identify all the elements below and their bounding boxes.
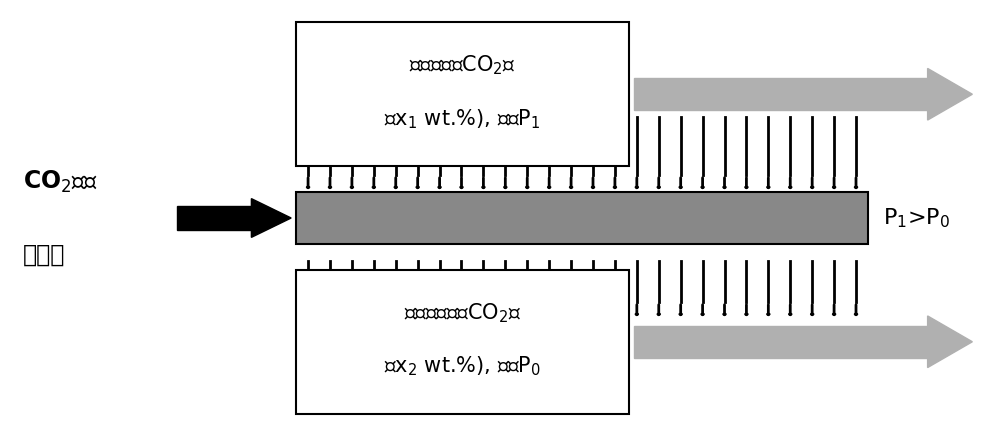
Text: 度x$_1$ wt.%), 压力P$_1$: 度x$_1$ wt.%), 压力P$_1$ — [384, 107, 541, 130]
Bar — [177, 206, 251, 230]
Text: 分离膜: 分离膜 — [23, 242, 65, 266]
Bar — [296, 269, 629, 414]
Polygon shape — [928, 68, 972, 120]
Text: 分离后气体（CO$_2$浓: 分离后气体（CO$_2$浓 — [404, 301, 521, 325]
Text: 原始气体（CO$_2$浓: 原始气体（CO$_2$浓 — [409, 54, 516, 77]
Bar — [634, 78, 928, 110]
Bar — [296, 192, 868, 244]
Polygon shape — [251, 199, 291, 237]
Bar — [296, 22, 629, 167]
Text: P$_1$>P$_0$: P$_1$>P$_0$ — [883, 206, 950, 230]
Text: 度x$_2$ wt.%), 压力P$_0$: 度x$_2$ wt.%), 压力P$_0$ — [384, 354, 541, 378]
Text: CO$_2$气体: CO$_2$气体 — [23, 168, 98, 194]
Polygon shape — [928, 316, 972, 368]
Bar — [634, 326, 928, 358]
